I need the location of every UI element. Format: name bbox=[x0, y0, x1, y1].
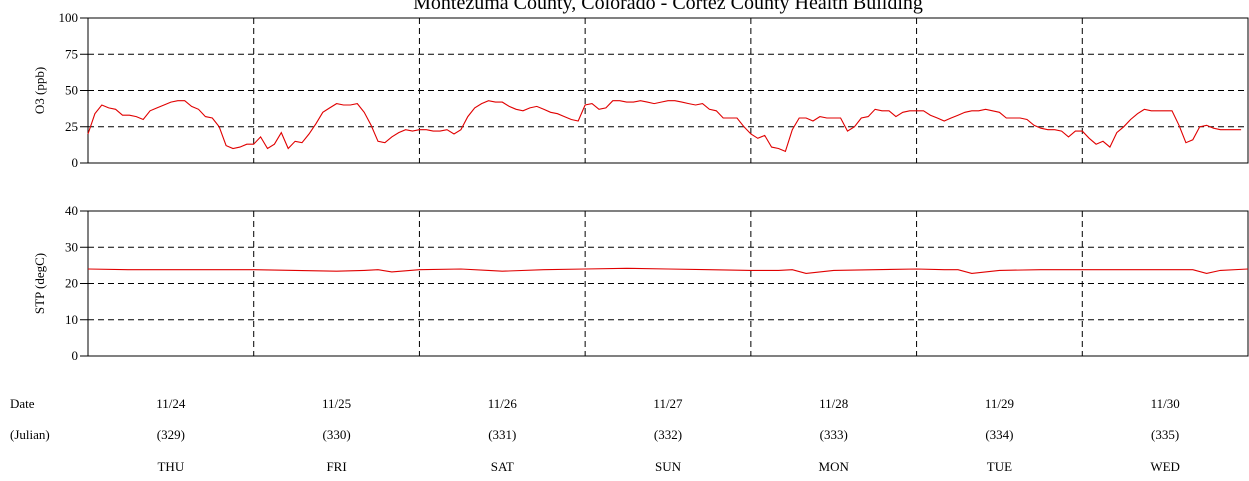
weekday-label: SUN bbox=[655, 459, 682, 474]
weekday-label: FRI bbox=[326, 459, 346, 474]
date-label: 11/24 bbox=[156, 396, 186, 411]
date-label: 11/29 bbox=[985, 396, 1014, 411]
weekday-label: TUE bbox=[987, 459, 1012, 474]
date-label: 11/30 bbox=[1151, 396, 1180, 411]
julian-label: (332) bbox=[654, 427, 682, 442]
y-tick-label: 20 bbox=[65, 276, 78, 291]
series-line bbox=[87, 100, 1242, 153]
chart-title: Montezuma County, Colorado - Cortez Coun… bbox=[413, 0, 923, 14]
julian-label: (329) bbox=[157, 427, 185, 442]
date-label: 11/25 bbox=[322, 396, 351, 411]
date-label: 11/27 bbox=[653, 396, 683, 411]
y-tick-label: 30 bbox=[65, 239, 78, 254]
weekday-label: THU bbox=[157, 459, 184, 474]
y-tick-label: 25 bbox=[65, 119, 78, 134]
julian-label: (334) bbox=[985, 427, 1013, 442]
julian-row-label: (Julian) bbox=[10, 427, 50, 442]
y-tick-label: 50 bbox=[65, 83, 78, 98]
julian-label: (330) bbox=[322, 427, 350, 442]
y-tick-label: 40 bbox=[65, 203, 78, 218]
weekday-label: WED bbox=[1150, 459, 1180, 474]
y-tick-label: 10 bbox=[65, 312, 78, 327]
y-tick-label: 0 bbox=[72, 348, 79, 363]
date-row-label: Date bbox=[10, 396, 35, 411]
y-axis-label: STP (degC) bbox=[32, 253, 47, 314]
series-line bbox=[87, 267, 1249, 274]
date-label: 11/28 bbox=[819, 396, 848, 411]
julian-label: (333) bbox=[820, 427, 848, 442]
weekday-label: SAT bbox=[491, 459, 514, 474]
y-tick-label: 0 bbox=[72, 155, 79, 170]
y-tick-label: 75 bbox=[65, 46, 78, 61]
julian-label: (335) bbox=[1151, 427, 1179, 442]
y-axis-label: O3 (ppb) bbox=[32, 67, 47, 114]
julian-label: (331) bbox=[488, 427, 516, 442]
date-label: 11/26 bbox=[488, 396, 518, 411]
weekday-label: MON bbox=[819, 459, 850, 474]
y-tick-label: 100 bbox=[59, 10, 79, 25]
